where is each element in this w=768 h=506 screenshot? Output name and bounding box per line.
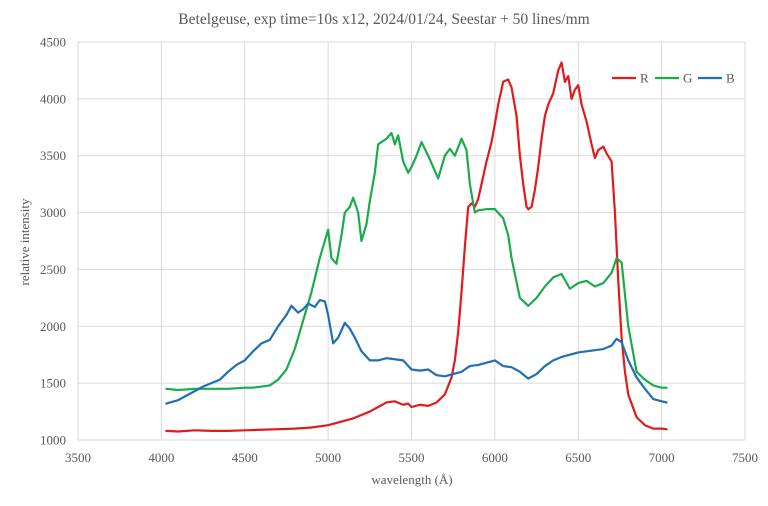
- x-tick-label: 4000: [148, 450, 174, 465]
- x-axis-label: wavelength (Å): [371, 472, 452, 487]
- x-tick-label: 4500: [232, 450, 258, 465]
- y-tick-label: 4000: [40, 91, 66, 106]
- y-tick-label: 3500: [40, 148, 66, 163]
- x-tick-label: 6500: [565, 450, 591, 465]
- x-tick-label: 6000: [482, 450, 508, 465]
- y-tick-label: 2500: [40, 262, 66, 277]
- legend-label-r: R: [640, 71, 649, 86]
- x-tick-label: 3500: [65, 450, 91, 465]
- axes: 3500 4000 4500 5000 5500 6000 6500 7000 7500 1000…: [40, 35, 758, 466]
- legend-label-g: G: [683, 71, 692, 86]
- y-tick-label: 1000: [40, 433, 66, 448]
- y-tick-label: 4500: [40, 35, 66, 50]
- x-tick-label: 7500: [732, 450, 758, 465]
- series-line-b: [165, 299, 668, 405]
- x-tick-label: 5500: [399, 450, 425, 465]
- legend-label-b: B: [726, 71, 735, 86]
- y-tick-label: 1500: [40, 376, 66, 391]
- series-line-r: [165, 61, 668, 433]
- series-layer: [165, 61, 668, 433]
- y-tick-label: 2000: [40, 319, 66, 334]
- grid-lines: [77, 41, 746, 441]
- series-line-g: [165, 131, 668, 392]
- y-axis-label: relative intensity: [17, 198, 32, 286]
- x-tick-label: 7000: [649, 450, 675, 465]
- x-tick-label: 5000: [315, 450, 341, 465]
- chart-title: Betelgeuse, exp time=10s x12, 2024/01/24…: [178, 11, 589, 28]
- y-tick-label: 3000: [40, 205, 66, 220]
